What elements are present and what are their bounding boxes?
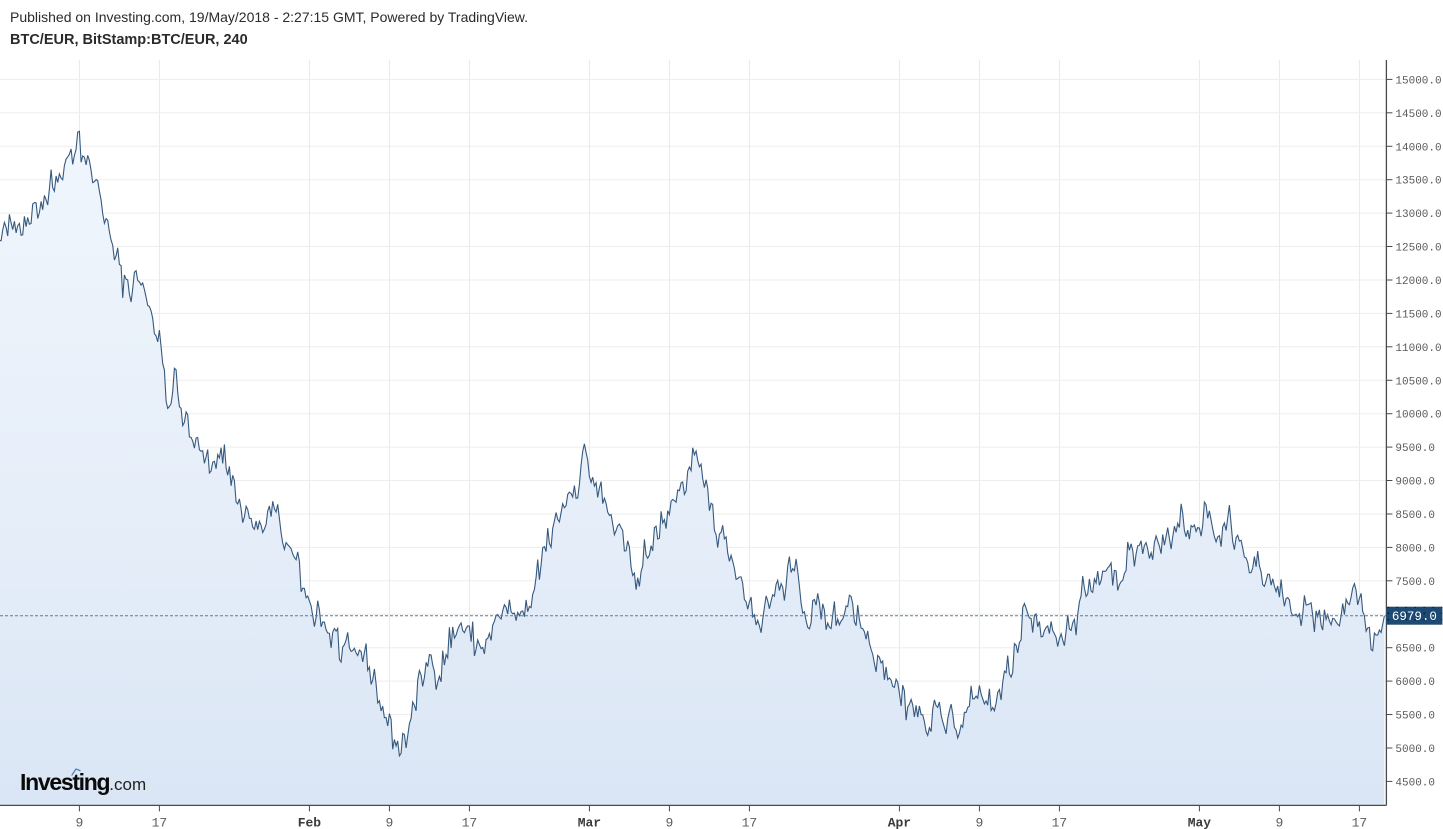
- svg-text:9500.0: 9500.0: [1395, 443, 1435, 455]
- svg-text:6500.0: 6500.0: [1395, 644, 1435, 656]
- svg-text:5500.0: 5500.0: [1395, 711, 1435, 723]
- svg-text:13000.0: 13000.0: [1395, 209, 1441, 221]
- svg-text:4500.0: 4500.0: [1395, 777, 1435, 789]
- svg-text:5000.0: 5000.0: [1395, 744, 1435, 756]
- svg-text:12500.0: 12500.0: [1395, 243, 1441, 255]
- svg-text:10000.0: 10000.0: [1395, 410, 1441, 422]
- svg-text:Apr: Apr: [888, 815, 911, 829]
- svg-text:15000.0: 15000.0: [1395, 75, 1441, 87]
- svg-text:14500.0: 14500.0: [1395, 109, 1441, 121]
- svg-text:11000.0: 11000.0: [1395, 343, 1441, 355]
- svg-text:9: 9: [975, 815, 983, 829]
- svg-text:17: 17: [1052, 815, 1068, 829]
- svg-text:9: 9: [1275, 815, 1283, 829]
- svg-text:17: 17: [1352, 815, 1368, 829]
- svg-text:9: 9: [75, 815, 83, 829]
- svg-text:8500.0: 8500.0: [1395, 510, 1435, 522]
- svg-text:9: 9: [665, 815, 673, 829]
- svg-text:17: 17: [742, 815, 758, 829]
- svg-text:14000.0: 14000.0: [1395, 142, 1441, 154]
- svg-text:7500.0: 7500.0: [1395, 577, 1435, 589]
- svg-text:8000.0: 8000.0: [1395, 543, 1435, 555]
- svg-text:12000.0: 12000.0: [1395, 276, 1441, 288]
- svg-text:May: May: [1188, 815, 1212, 829]
- svg-text:9: 9: [385, 815, 393, 829]
- svg-text:6979.0: 6979.0: [1392, 610, 1437, 624]
- svg-text:13500.0: 13500.0: [1395, 176, 1441, 188]
- svg-text:17: 17: [462, 815, 478, 829]
- svg-text:10500.0: 10500.0: [1395, 376, 1441, 388]
- svg-text:Feb: Feb: [298, 815, 322, 829]
- svg-text:9000.0: 9000.0: [1395, 477, 1435, 489]
- svg-text:6000.0: 6000.0: [1395, 677, 1435, 689]
- svg-text:11500.0: 11500.0: [1395, 309, 1441, 321]
- svg-text:17: 17: [152, 815, 168, 829]
- svg-text:Mar: Mar: [578, 815, 601, 829]
